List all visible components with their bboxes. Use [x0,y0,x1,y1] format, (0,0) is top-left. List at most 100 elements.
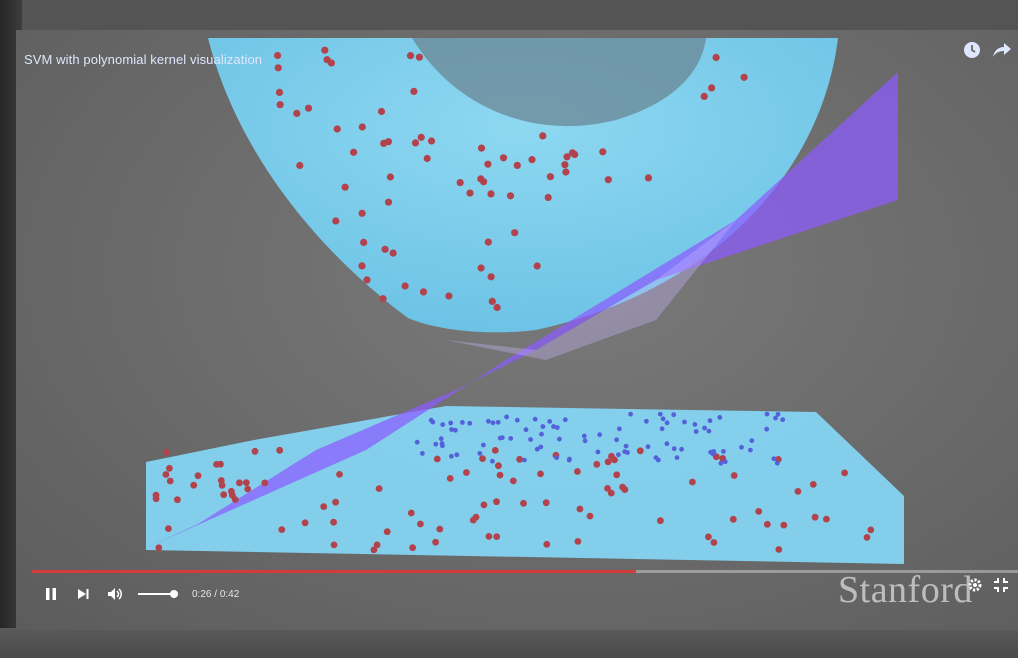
blue-point [438,436,444,442]
blue-point [693,429,699,434]
blue-point [674,455,680,460]
blue-point [771,456,777,462]
red-point [511,229,519,237]
red-point [166,477,174,485]
blue-point [679,446,684,452]
blue-point [497,435,503,441]
red-point [537,470,544,478]
red-point [729,515,737,523]
blue-point [721,449,726,454]
red-point [528,156,536,164]
red-point [276,101,284,109]
volume-fill [138,593,174,595]
red-point [330,518,337,526]
red-point [445,292,453,300]
blue-point [508,436,514,441]
blue-point [659,426,665,432]
red-point [381,245,389,253]
blue-point [708,449,713,455]
red-point [423,154,431,163]
red-point [811,513,819,521]
blue-point [617,426,622,432]
player-controls: 0:26 / 0:42 [42,582,239,606]
volume-knob[interactable] [170,590,178,598]
red-point [389,249,397,257]
red-point [520,499,527,507]
red-point [379,295,387,303]
duration: 0:42 [219,588,240,600]
blue-point [562,417,568,423]
video-title[interactable]: SVM with polynomial kernel visualization [24,52,263,67]
red-point [373,541,381,549]
red-point [863,534,871,541]
red-point [350,148,358,156]
red-point [446,475,454,482]
red-point [432,538,439,546]
blue-point [554,455,560,461]
red-point [456,179,464,187]
blue-point [490,458,495,464]
paraboloid-inner-shadow [412,38,706,127]
red-point [162,471,170,478]
red-point [705,533,712,541]
blue-point [622,449,628,454]
gear-icon[interactable] [966,576,984,594]
blue-point [582,438,588,444]
red-point [261,479,269,487]
blue-point [428,417,434,423]
share-arrow-icon[interactable] [992,40,1012,60]
red-point [543,540,551,548]
clock-icon[interactable] [962,40,982,60]
red-point [561,161,569,169]
red-point [477,175,485,183]
red-point [384,138,392,146]
blue-point [706,428,712,434]
red-point [516,455,523,463]
red-point [763,520,771,528]
blue-point [420,451,425,456]
red-point [213,461,220,468]
red-point [544,193,552,202]
blue-point [660,416,666,422]
blue-point [644,418,649,424]
progress-bar[interactable] [32,570,1018,573]
red-point [242,479,250,486]
blue-point [749,438,755,443]
speaker-icon[interactable] [106,585,124,603]
red-point [466,189,474,197]
red-point [165,525,172,532]
volume-slider[interactable] [138,587,178,601]
next-icon[interactable] [74,585,92,603]
red-point [427,137,436,145]
red-point [657,517,664,525]
red-point [636,447,644,455]
red-point [477,264,485,272]
exit-fullscreen-icon[interactable] [992,576,1010,594]
blue-point [764,411,770,417]
red-point [700,92,708,100]
red-point [823,515,830,523]
red-point [419,288,428,296]
red-point [320,503,328,510]
red-point [406,52,415,60]
red-point [336,471,343,478]
red-point [563,153,571,161]
red-point [244,485,252,493]
blue-point [467,420,473,426]
blue-point [495,419,501,425]
red-point [493,303,501,312]
red-point [542,499,550,507]
blue-point [774,460,780,466]
red-point [330,541,338,549]
blue-point [718,460,724,466]
red-point [730,472,738,479]
red-point [775,546,783,553]
red-point [479,455,486,462]
red-points [152,46,875,554]
red-point [358,262,366,270]
video-player[interactable]: SVM with polynomial kernel visualization… [16,30,1018,630]
red-point [190,481,198,489]
red-point [604,458,612,466]
pause-icon[interactable] [42,585,60,603]
red-point [755,508,763,515]
